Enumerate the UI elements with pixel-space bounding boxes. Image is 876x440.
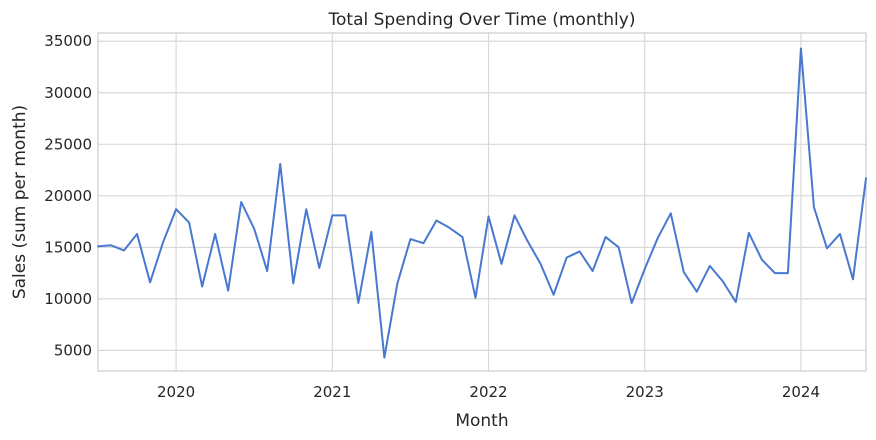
y-tick-labels: 5000 10000 15000 20000 25000 30000 35000 — [44, 32, 92, 359]
y-axis-label: Sales (sum per month) — [10, 105, 30, 299]
plot-frame — [97, 32, 867, 372]
x-tick-labels: 2020 2021 2022 2023 2024 — [157, 383, 820, 401]
x-tick-label: 2021 — [313, 383, 351, 401]
chart-title: Total Spending Over Time (monthly) — [328, 10, 636, 30]
x-axis-label: Month — [455, 411, 508, 431]
series-line — [97, 47, 867, 359]
y-tick-label: 20000 — [44, 187, 92, 205]
y-tick-label: 15000 — [44, 238, 92, 256]
series-group — [97, 47, 867, 359]
x-tick-label: 2023 — [626, 383, 664, 401]
y-tick-label: 5000 — [54, 341, 92, 359]
x-tick-label: 2024 — [782, 383, 820, 401]
y-tick-label: 10000 — [44, 290, 92, 308]
y-tick-label: 30000 — [44, 84, 92, 102]
x-tick-label: 2020 — [157, 383, 195, 401]
grid — [98, 33, 866, 371]
x-tick-label: 2022 — [469, 383, 507, 401]
y-tick-label: 35000 — [44, 32, 92, 50]
y-tick-label: 25000 — [44, 135, 92, 153]
